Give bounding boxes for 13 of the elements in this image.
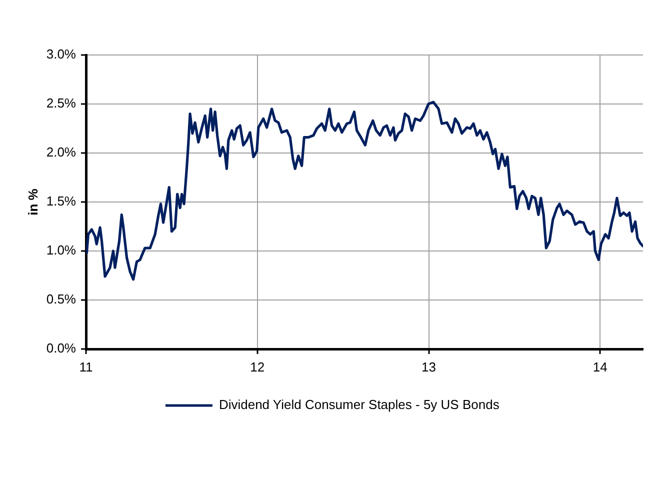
y-tick-label: 3.0% [46, 46, 76, 62]
x-tick-label: 13 [422, 359, 436, 374]
y-tick-label: 1.0% [46, 242, 76, 258]
y-axis-title: in % [25, 188, 40, 216]
y-tick-label: 0.0% [46, 340, 76, 356]
legend-label: Dividend Yield Consumer Staples - 5y US Bonds [218, 397, 500, 412]
x-tick-label: 12 [250, 359, 265, 374]
x-tick-label: 14 [592, 359, 608, 374]
y-tick-label: 2.0% [46, 144, 76, 160]
y-tick-label: 2.5% [46, 96, 76, 111]
x-tick-label: 11 [79, 359, 93, 374]
y-tick-label: 0.5% [46, 292, 76, 307]
y-tick-label: 1.5% [46, 194, 76, 209]
